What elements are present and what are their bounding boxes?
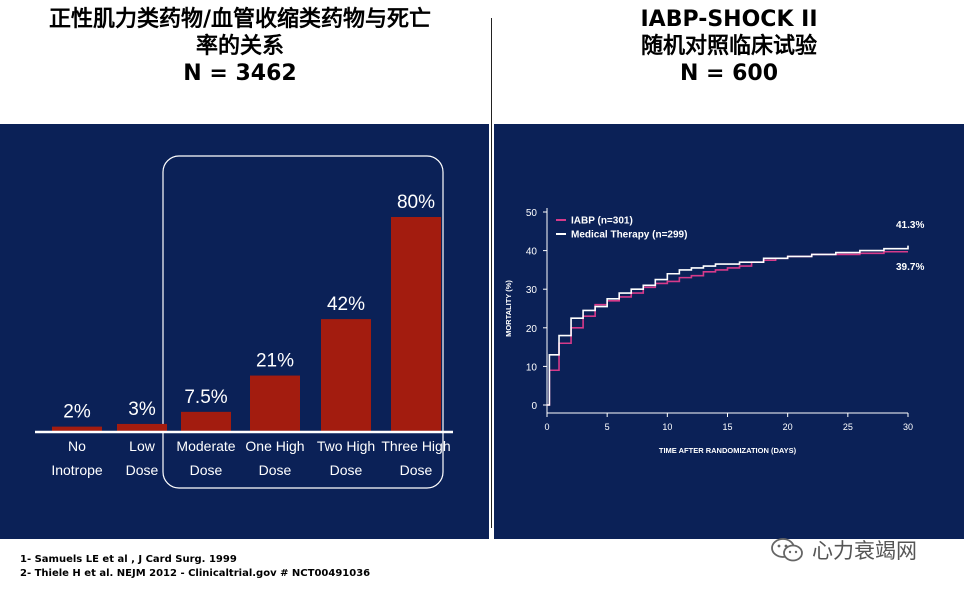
right-title-line2: 随机对照临床试验 <box>640 34 817 59</box>
km-legend-label-0: IABP (n=301) <box>571 216 633 227</box>
bar-5 <box>391 217 441 432</box>
bar-value-label-1: 3% <box>128 399 156 420</box>
km-ytick-label-5: 50 <box>526 208 538 219</box>
category-label-1-line2: Dose <box>126 462 159 478</box>
km-series-0-curve <box>547 250 908 406</box>
category-label-3-line2: Dose <box>259 462 292 478</box>
reference-2: 2- Thiele H et al. NEJM 2012 - Clinicalt… <box>20 568 371 579</box>
bar-value-label-4: 42% <box>327 294 365 315</box>
km-ytick-label-1: 10 <box>526 362 538 373</box>
category-label-2-line2: Dose <box>190 462 223 478</box>
km-legend-label-1: Medical Therapy (n=299) <box>571 230 687 241</box>
km-ytick-label-2: 20 <box>526 324 538 335</box>
category-label-3-line1: One High <box>245 438 304 454</box>
km-xtick-label-3: 15 <box>722 422 732 432</box>
km-xtick-label-4: 20 <box>783 422 793 432</box>
reference-1: 1- Samuels LE et al , J Card Surg. 1999 <box>20 554 237 565</box>
bar-4 <box>321 319 371 432</box>
bar-value-label-5: 80% <box>397 192 435 213</box>
watermark: 心力衰竭网 <box>770 535 917 565</box>
km-ytick-label-4: 40 <box>526 247 538 258</box>
category-label-1-line1: Low <box>129 438 156 454</box>
bar-chart: 2% No Inotrope 3% Low Dose 7.5% Moderate Dose 21%… <box>35 155 453 489</box>
km-xtick-label-0: 0 <box>544 422 549 432</box>
category-label-2-line1: Moderate <box>176 438 235 454</box>
right-title-line3: N = 600 <box>679 61 779 86</box>
bar-value-label-3: 21% <box>256 351 294 372</box>
title-divider <box>491 18 492 528</box>
category-label-5-line2: Dose <box>400 462 433 478</box>
category-label-0-line1: No <box>68 438 86 454</box>
km-chart-panel: 0 10 20 30 40 50 0 5 10 15 20 25 30 TIME AFTER RANDOM… <box>494 124 964 539</box>
category-label-0-line2: Inotrope <box>51 462 103 478</box>
bar-value-label-2: 7.5% <box>184 387 227 408</box>
category-label-5-line1: Three High <box>381 438 450 454</box>
bar-1 <box>117 423 167 432</box>
bar-2 <box>181 411 231 432</box>
km-ytick-label-0: 0 <box>531 401 537 412</box>
bar-0 <box>52 426 102 432</box>
left-title-line3: N = 3462 <box>183 61 297 86</box>
km-xtick-label-6: 30 <box>903 422 913 432</box>
kaplan-meier-chart: 0 10 20 30 40 50 0 5 10 15 20 25 30 TIME AFTER RANDOM… <box>504 208 924 455</box>
km-xtick-label-2: 10 <box>662 422 672 432</box>
bar-value-label-0: 2% <box>63 402 91 423</box>
references: 1- Samuels LE et al , J Card Surg. 1999 … <box>20 553 370 581</box>
category-label-4-line2: Dose <box>330 462 363 478</box>
right-title-line1: IABP-SHOCK II <box>640 7 818 32</box>
km-end-label-iabp: 39.7% <box>896 262 924 273</box>
category-label-4-line1: Two High <box>317 438 375 454</box>
km-series-1-curve <box>547 245 909 406</box>
km-xtick-label-1: 5 <box>605 422 610 432</box>
wechat-icon <box>771 538 803 562</box>
left-title-line2: 率的关系 <box>195 34 284 59</box>
km-end-label-medical: 41.3% <box>896 220 924 231</box>
km-x-axis-label: TIME AFTER RANDOMIZATION (DAYS) <box>659 446 797 455</box>
right-title: IABP-SHOCK II 随机对照临床试验 N = 600 <box>494 6 964 87</box>
km-y-axis-label: MORTALITY (%) <box>504 280 513 337</box>
left-title: 正性肌力类药物/血管收缩类药物与死亡 率的关系 N = 3462 <box>0 6 480 87</box>
bar-3 <box>250 375 300 432</box>
highlight-group-box <box>162 155 444 489</box>
km-ytick-label-3: 30 <box>526 285 538 296</box>
watermark-text: 心力衰竭网 <box>812 539 917 563</box>
left-title-line1: 正性肌力类药物/血管收缩类药物与死亡 <box>48 7 432 32</box>
bar-chart-panel: 2% No Inotrope 3% Low Dose 7.5% Moderate Dose 21%… <box>0 124 489 539</box>
km-xtick-label-5: 25 <box>843 422 853 432</box>
